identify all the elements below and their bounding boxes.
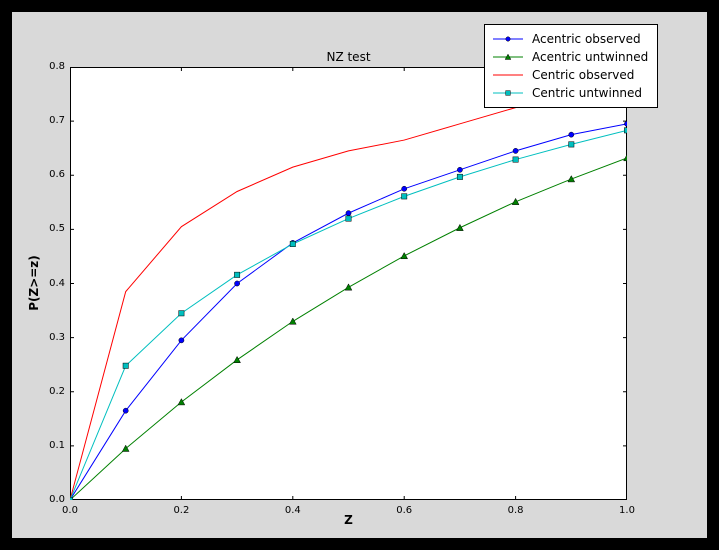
y-tick-label: 0.2 xyxy=(49,385,65,397)
marker-triangle xyxy=(288,317,297,325)
legend-line-sample xyxy=(493,36,523,42)
plot-canvas xyxy=(70,67,627,500)
marker-circle xyxy=(512,148,519,154)
legend-label: Acentric observed xyxy=(532,32,641,46)
marker-square xyxy=(505,90,511,96)
y-tick-label: 0.3 xyxy=(49,331,65,343)
legend-entry: Centric untwinned xyxy=(492,84,648,102)
legend: Acentric observed Acentric untwinned Centr… xyxy=(484,24,659,108)
marker-circle xyxy=(234,280,240,287)
marker-circle xyxy=(457,166,463,173)
legend-line-sample xyxy=(493,53,523,60)
x-tick-label: 0.2 xyxy=(173,505,190,516)
y-tick-label: 0.5 xyxy=(49,223,65,235)
marker-circle xyxy=(401,185,408,192)
figure-canvas: NZ test Z P(Z>=z) 0.0 0.2 0.4 0.6 0.8 1.0 0.0 0… xyxy=(12,12,707,538)
x-tick-label: 0.8 xyxy=(507,505,524,516)
y-tick-label: 0.6 xyxy=(49,169,65,181)
marker-square xyxy=(624,127,627,134)
marker-triangle xyxy=(400,251,409,260)
marker-triangle xyxy=(567,175,576,183)
series-line-centric-untwinned xyxy=(70,129,627,500)
x-tick-label: 0.6 xyxy=(396,505,413,516)
marker-square xyxy=(568,141,575,148)
x-tick-label: 0.0 xyxy=(62,505,78,516)
legend-label: Acentric untwinned xyxy=(532,50,649,64)
x-tick-label: 0.4 xyxy=(284,505,301,516)
legend-entry: Acentric untwinned xyxy=(492,48,648,66)
legend-line-sample xyxy=(493,74,523,76)
marker-circle xyxy=(505,36,511,42)
legend-entry: Acentric observed xyxy=(492,30,648,48)
x-tick-label: 1.0 xyxy=(619,505,635,516)
marker-circle xyxy=(624,120,627,127)
marker-triangle xyxy=(504,53,512,60)
series-line-acentric-observed xyxy=(70,123,627,500)
marker-square xyxy=(122,362,129,369)
marker-circle xyxy=(568,131,575,138)
y-tick-label: 0.4 xyxy=(49,277,65,289)
marker-triangle xyxy=(456,223,464,231)
legend-line-sample xyxy=(493,90,523,96)
marker-square xyxy=(456,173,463,180)
y-tick-label: 0.0 xyxy=(49,494,65,505)
legend-label: Centric untwinned xyxy=(532,86,643,100)
marker-triangle xyxy=(233,355,241,363)
y-tick-label: 0.8 xyxy=(49,61,65,72)
marker-square xyxy=(345,215,352,222)
marker-triangle xyxy=(623,154,627,162)
marker-triangle xyxy=(511,197,520,205)
marker-triangle xyxy=(121,444,130,452)
y-tick-label: 0.1 xyxy=(49,439,65,451)
marker-triangle xyxy=(177,398,186,406)
marker-square xyxy=(401,193,408,200)
marker-square xyxy=(234,271,241,278)
marker-square xyxy=(178,310,185,317)
marker-triangle xyxy=(344,283,353,291)
chart-title: NZ test xyxy=(326,50,371,64)
marker-circle xyxy=(345,210,352,216)
marker-square xyxy=(289,241,296,247)
x-axis-label: Z xyxy=(344,513,353,527)
marker-square xyxy=(70,497,73,500)
legend-label: Centric observed xyxy=(532,68,635,82)
marker-circle xyxy=(122,407,129,414)
marker-circle xyxy=(178,337,185,344)
marker-square xyxy=(512,156,519,163)
plot-area xyxy=(70,67,627,500)
legend-entry: Centric observed xyxy=(492,66,648,84)
y-tick-label: 0.7 xyxy=(49,115,65,127)
series-line-acentric-untwinned xyxy=(70,157,627,500)
